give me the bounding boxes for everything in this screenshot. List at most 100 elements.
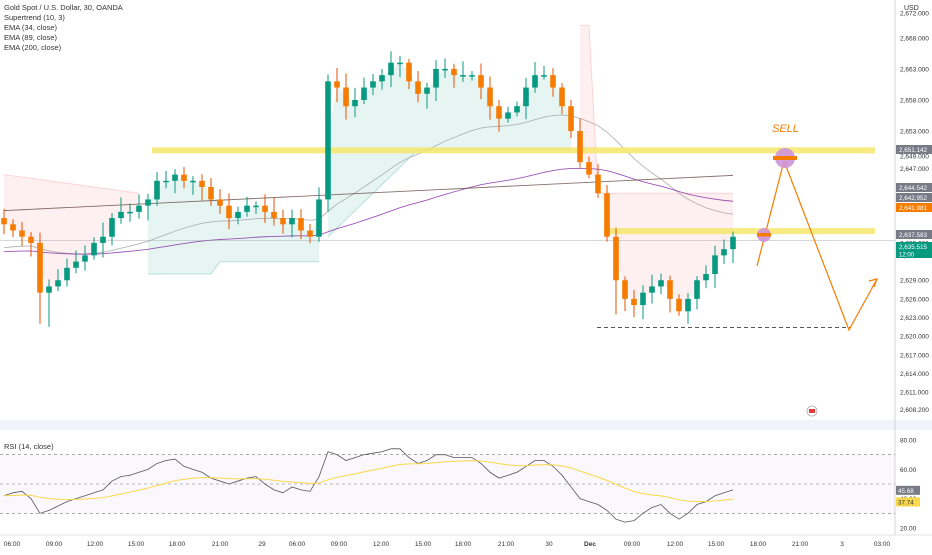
support-band <box>604 228 875 235</box>
price-tick-label: 2,649.000 <box>900 153 929 160</box>
candle-body <box>244 205 250 212</box>
candle <box>667 275 673 313</box>
candle-body <box>523 87 529 107</box>
candle-body <box>190 180 196 183</box>
candle-body <box>694 280 700 299</box>
rsi-line <box>3 448 734 523</box>
candle <box>109 212 115 246</box>
candle-body <box>451 68 457 76</box>
candle-body <box>253 205 259 208</box>
candle <box>721 239 727 264</box>
candle <box>343 73 349 120</box>
candle <box>154 172 160 206</box>
ema-layer <box>3 114 734 255</box>
candle <box>379 68 385 90</box>
time-tick-label: 09:00 <box>331 541 348 548</box>
candle <box>433 60 439 102</box>
candle-body <box>568 106 574 132</box>
price-tick-label: 2,629.000 <box>900 278 929 285</box>
candle-body <box>424 87 430 94</box>
candle-body <box>352 99 358 107</box>
rsi-title[interactable]: RSI (14, close) <box>4 442 54 451</box>
candle-body <box>370 81 376 88</box>
candle <box>73 250 79 274</box>
candle <box>334 68 340 103</box>
price-badge <box>896 242 932 258</box>
time-tick-label: 21:00 <box>498 541 515 548</box>
price-tick-label: 2,653.000 <box>900 129 929 136</box>
indicator-ema-89[interactable]: EMA (89, close) <box>4 33 57 42</box>
candle <box>55 269 61 292</box>
rsi-tick-label: 80.00 <box>900 438 917 445</box>
candle-body <box>433 68 439 88</box>
symbol-title[interactable]: Gold Spot / U.S. Dollar, 30, OANDA <box>4 3 123 12</box>
time-tick-label: 12:00 <box>87 541 104 548</box>
price-badge-label: 2,642.952 <box>899 195 928 202</box>
candle-body <box>721 249 727 256</box>
candle-body <box>622 280 628 299</box>
candle <box>172 169 178 194</box>
logo-mark <box>809 409 815 413</box>
candles <box>1 51 736 327</box>
candle-body <box>1 218 7 225</box>
tradingview-logo-icon <box>806 405 818 417</box>
price-badge <box>896 230 932 239</box>
indicator-ema-34[interactable]: EMA (34, close) <box>4 23 57 32</box>
candle <box>442 58 448 78</box>
candle <box>514 101 520 117</box>
candle <box>685 293 691 324</box>
candle-body <box>55 280 61 287</box>
candle-body <box>478 75 484 88</box>
candle-body <box>226 205 232 219</box>
time-tick-label: Dec <box>584 541 596 548</box>
time-tick-label: 3 <box>840 541 844 548</box>
time-tick-label: 09:00 <box>624 541 641 548</box>
candle <box>703 265 709 289</box>
chart-legend: Gold Spot / U.S. Dollar, 30, OANDA Super… <box>4 3 123 53</box>
candle-body <box>280 218 286 225</box>
indicator-supertrend[interactable]: Supertrend (10, 3) <box>4 13 65 22</box>
candle-body <box>73 261 79 268</box>
candle-body <box>154 180 160 200</box>
ema-200-line <box>3 174 734 212</box>
candle <box>271 197 277 226</box>
candle <box>325 74 331 212</box>
candle <box>595 163 601 198</box>
candle-body <box>595 174 601 194</box>
price-tick-label: 2,668.000 <box>900 35 929 42</box>
candle <box>190 176 196 195</box>
candle-body <box>505 112 511 119</box>
candle <box>91 237 97 260</box>
candle <box>163 170 169 189</box>
price-tick-label: 2,608.200 <box>900 407 929 414</box>
sell-annotation: SELL <box>772 123 799 135</box>
time-tick-label: 21:00 <box>792 541 809 548</box>
candle-body <box>181 174 187 181</box>
rsi-badge-label: 45.68 <box>898 488 914 495</box>
rsi-tick-label: 60.00 <box>900 467 917 474</box>
price-tick-label: 2,623.000 <box>900 315 929 322</box>
candle-body <box>19 230 25 237</box>
candle-body <box>640 292 646 306</box>
price-tick-label: 2,617.000 <box>900 352 929 359</box>
candle <box>631 290 637 318</box>
candle-body <box>28 236 34 243</box>
candle-body <box>172 174 178 181</box>
candle-body <box>343 87 349 107</box>
candle-body <box>577 131 583 163</box>
candle-body <box>100 236 106 243</box>
price-badge <box>896 193 932 202</box>
ema-34-line <box>3 114 734 255</box>
candle-body <box>442 68 448 71</box>
indicator-ema-200[interactable]: EMA (200, close) <box>4 43 62 52</box>
candle-body <box>550 75 556 88</box>
candle <box>100 222 106 258</box>
currency-label[interactable]: USD <box>904 5 919 12</box>
time-tick-label: 18:00 <box>455 541 472 548</box>
candle-body <box>127 211 133 214</box>
candle-body <box>316 199 322 237</box>
candle-body <box>559 87 565 107</box>
candle <box>19 221 25 247</box>
